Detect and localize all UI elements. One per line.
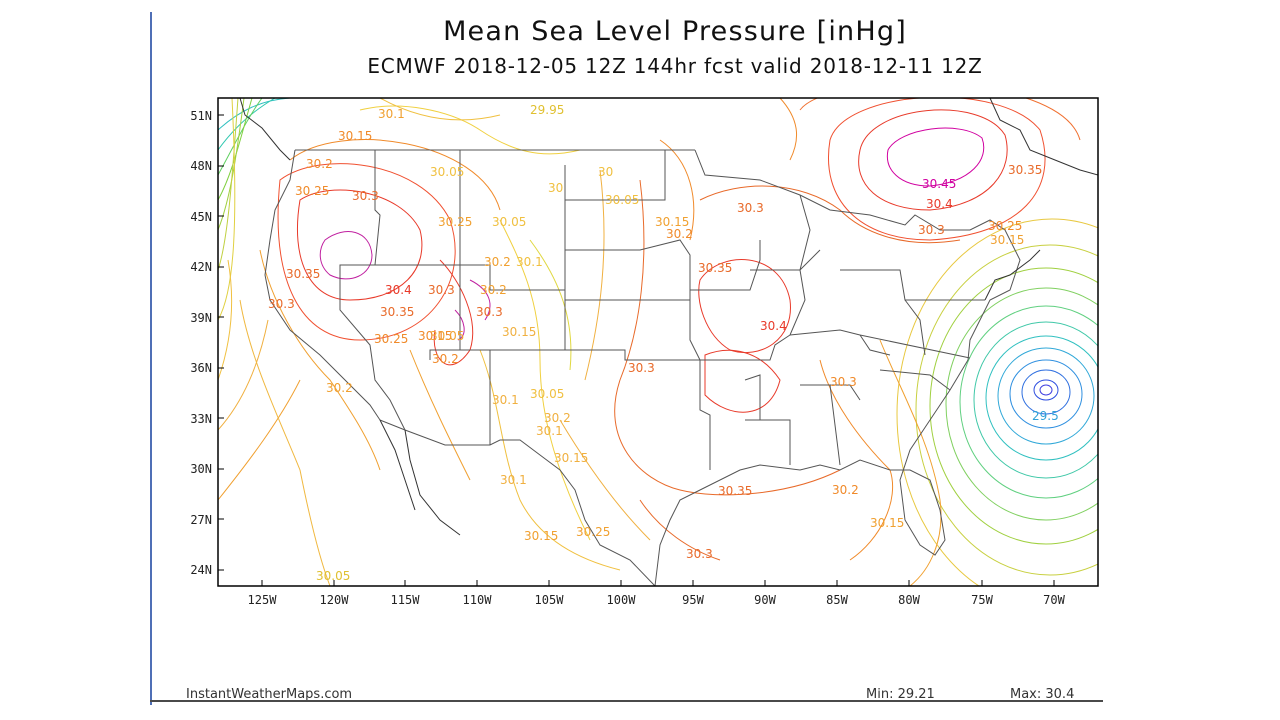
contour-label: 30.35 — [718, 484, 752, 498]
contour-label: 30.15 — [418, 329, 452, 343]
contour-labels: 29.95 30.1 30.15 30.2 30.25 30.3 30.05 3… — [268, 103, 1059, 583]
footer-max: Max: 30.4 — [1010, 687, 1075, 700]
coastlines — [239, 98, 1098, 536]
contour-label: 29.95 — [530, 103, 564, 117]
contour-label: 30.15 — [554, 451, 588, 465]
contour-label: 30.4 — [385, 283, 412, 297]
contour-label: 30.3 — [737, 201, 764, 215]
lon-label: 115W — [390, 593, 420, 607]
contour-label: 30.15 — [502, 325, 536, 339]
lon-label: 100W — [606, 593, 636, 607]
contour-label: 30.35 — [698, 261, 732, 275]
contour-label: 30.45 — [922, 177, 956, 191]
lat-label: 30N — [190, 462, 212, 476]
lat-label: 42N — [190, 260, 212, 274]
lon-label: 75W — [971, 593, 993, 607]
contour-label: 30.25 — [295, 184, 329, 198]
frame-bottom-border — [150, 700, 1103, 702]
contour-label: 30.25 — [374, 332, 408, 346]
lat-label: 33N — [190, 412, 212, 426]
contour-label: 30.2 — [544, 411, 571, 425]
contour-label: 30.25 — [438, 215, 472, 229]
contour-label: 30.25 — [576, 525, 610, 539]
lon-label: 70W — [1043, 593, 1065, 607]
contour-label: 30.3 — [352, 189, 379, 203]
interior-contours — [559, 139, 961, 586]
lat-label: 36N — [190, 361, 212, 375]
contour-label: 30.1 — [378, 107, 405, 121]
contour-label: 30.1 — [536, 424, 563, 438]
lat-label: 24N — [190, 563, 212, 577]
footer-source: InstantWeatherMaps.com — [186, 687, 353, 700]
contour-label: 30.05 — [605, 193, 639, 207]
lat-label: 51N — [190, 109, 212, 123]
contour-label: 30.15 — [338, 129, 372, 143]
contour-label: 30.3 — [628, 361, 655, 375]
contour-label: 30.4 — [926, 197, 953, 211]
lon-label: 95W — [682, 593, 704, 607]
north-high-contours — [779, 98, 1081, 241]
lon-label: 125W — [247, 593, 277, 607]
contour-label: 30.2 — [326, 381, 353, 395]
contour-label: 30.3 — [268, 297, 295, 311]
contour-label: 30 — [548, 181, 563, 195]
contour-label: 30.2 — [432, 352, 459, 366]
lon-label: 90W — [754, 593, 776, 607]
contour-label: 30.2 — [832, 483, 859, 497]
lat-label: 39N — [190, 311, 212, 325]
axis-ticks — [218, 114, 1055, 586]
contour-label: 30.05 — [430, 165, 464, 179]
contour-label: 30.35 — [380, 305, 414, 319]
contour-label: 30.35 — [1008, 163, 1042, 177]
lon-label: 120W — [319, 593, 349, 607]
contour-label: 29.5 — [1032, 409, 1059, 423]
contour-label: 30 — [598, 165, 613, 179]
contour-label: 30.2 — [480, 283, 507, 297]
contour-label: 30.1 — [500, 473, 527, 487]
contour-label: 30.3 — [686, 547, 713, 561]
lat-label: 45N — [190, 210, 212, 224]
contour-label: 30.15 — [870, 516, 904, 530]
contour-label: 30.05 — [316, 569, 350, 583]
left-border — [150, 12, 152, 705]
lon-label: 85W — [826, 593, 848, 607]
contour-label: 30.25 — [988, 219, 1022, 233]
atlantic-low-contours — [896, 218, 1098, 586]
contour-label: 30.1 — [492, 393, 519, 407]
lat-label: 27N — [190, 513, 212, 527]
west-contours — [239, 98, 621, 586]
lon-label: 110W — [462, 593, 492, 607]
contour-label: 30.2 — [484, 255, 511, 269]
contour-label: 30.05 — [492, 215, 526, 229]
contour-label: 30.3 — [830, 375, 857, 389]
lon-label: 105W — [534, 593, 564, 607]
lon-label: 80W — [898, 593, 920, 607]
contour-label: 30.3 — [476, 305, 503, 319]
contour-label: 30.35 — [286, 267, 320, 281]
map-subtitle: ECMWF 2018-12-05 12Z 144hr fcst valid 20… — [367, 54, 983, 78]
contour-label: 30.15 — [655, 215, 689, 229]
contour-label: 30.05 — [530, 387, 564, 401]
contour-label: 30.2 — [666, 227, 693, 241]
contour-label: 30.15 — [990, 233, 1024, 247]
map-title: Mean Sea Level Pressure [inHg] — [443, 16, 907, 47]
contour-label: 30.4 — [760, 319, 787, 333]
lat-label: 48N — [190, 159, 212, 173]
contour-label: 30.05 — [430, 329, 464, 343]
contour-label: 30.1 — [516, 255, 543, 269]
contour-label: 30.15 — [524, 529, 558, 543]
contour-label: 30.2 — [306, 157, 333, 171]
map-frame — [217, 97, 1099, 587]
us-state-boundaries — [264, 149, 1021, 586]
footer-min: Min: 29.21 — [866, 687, 935, 700]
contour-label: 30.3 — [428, 283, 455, 297]
coastal-contours — [218, 98, 301, 501]
contour-label: 30.3 — [918, 223, 945, 237]
